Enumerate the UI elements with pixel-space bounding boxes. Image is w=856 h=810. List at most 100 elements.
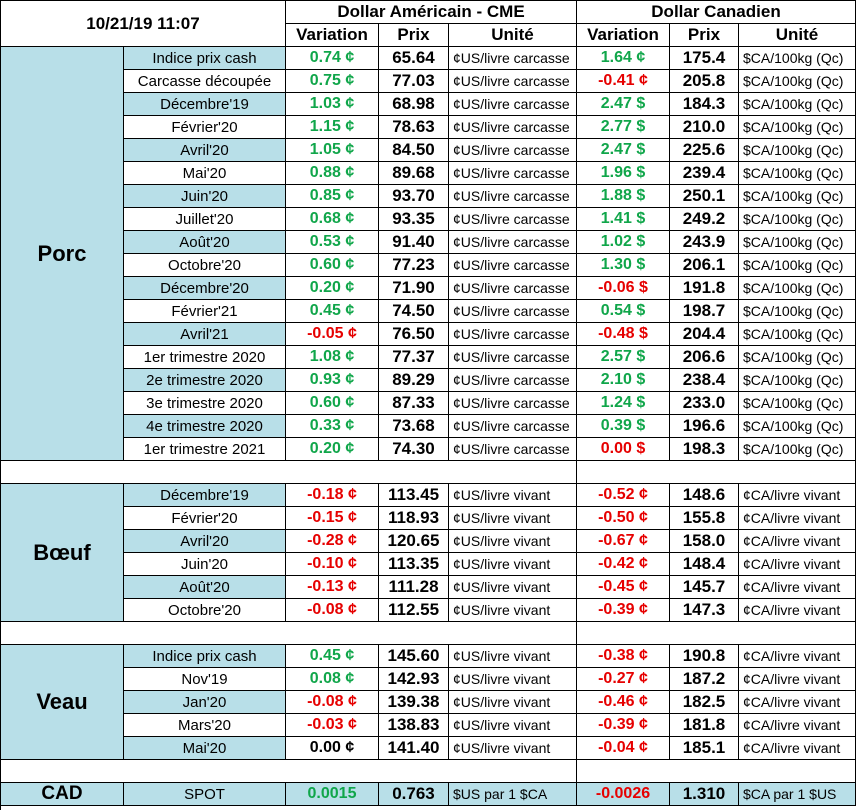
cad-unit: $CA/100kg (Qc): [739, 415, 856, 438]
usd-unit: ¢US/livre carcasse: [449, 93, 577, 116]
cad-unit: $CA/100kg (Qc): [739, 70, 856, 93]
usd-spot-price: 0.763: [379, 783, 449, 806]
row-label: Nov'19: [124, 668, 286, 691]
cad-spot-variation: -0.0026: [577, 783, 670, 806]
cad-variation: -0.06 $: [577, 277, 670, 300]
usd-price: 113.35: [379, 553, 449, 576]
cad-variation: 1.96 $: [577, 162, 670, 185]
usd-price: 87.33: [379, 392, 449, 415]
cad-price: 196.6: [670, 415, 739, 438]
usd-price: 145.60: [379, 645, 449, 668]
cad-unit: $CA/100kg (Qc): [739, 162, 856, 185]
row-label: Juin'20: [124, 185, 286, 208]
usd-unit: ¢US/livre carcasse: [449, 70, 577, 93]
cad-price: 191.8: [670, 277, 739, 300]
row-label: Indice prix cash: [124, 645, 286, 668]
usd-price: 141.40: [379, 737, 449, 760]
row-label: Carcasse découpée: [124, 70, 286, 93]
usd-variation: 0.74 ¢: [286, 47, 379, 70]
row-label: Décembre'19: [124, 484, 286, 507]
usd-variation: -0.10 ¢: [286, 553, 379, 576]
usd-variation: -0.15 ¢: [286, 507, 379, 530]
usd-unit: ¢US/livre carcasse: [449, 438, 577, 461]
usd-unit: ¢US/livre vivant: [449, 691, 577, 714]
cad-variation: -0.41 ¢: [577, 70, 670, 93]
cad-spot-unit: $CA par 1 $US: [739, 783, 856, 806]
usd-unit: ¢US/livre vivant: [449, 507, 577, 530]
cad-price: 181.8: [670, 714, 739, 737]
usd-price: 76.50: [379, 323, 449, 346]
cad-unit: ¢CA/livre vivant: [739, 645, 856, 668]
cad-price: 210.0: [670, 116, 739, 139]
usd-unit: ¢US/livre carcasse: [449, 323, 577, 346]
usd-unit: ¢US/livre carcasse: [449, 47, 577, 70]
usd-unit: ¢US/livre carcasse: [449, 346, 577, 369]
cad-variation: -0.45 ¢: [577, 576, 670, 599]
usd-variation: -0.03 ¢: [286, 714, 379, 737]
row-label: Mars'20: [124, 714, 286, 737]
usd-variation: 0.33 ¢: [286, 415, 379, 438]
usd-variation: 1.15 ¢: [286, 116, 379, 139]
cad-variation: 0.54 $: [577, 300, 670, 323]
usd-price: 74.50: [379, 300, 449, 323]
row-label: Août'20: [124, 576, 286, 599]
usd-unit: ¢US/livre carcasse: [449, 116, 577, 139]
usd-price: 113.45: [379, 484, 449, 507]
cad-variation: -0.39 ¢: [577, 714, 670, 737]
cad-variation: 2.47 $: [577, 139, 670, 162]
cad-variation: 1.24 $: [577, 392, 670, 415]
cad-unit: $CA/100kg (Qc): [739, 392, 856, 415]
usd-variation: 0.88 ¢: [286, 162, 379, 185]
cad-variation: -0.48 $: [577, 323, 670, 346]
usd-variation: 0.08 ¢: [286, 668, 379, 691]
row-label: Octobre'20: [124, 599, 286, 622]
usd-variation: 0.75 ¢: [286, 70, 379, 93]
usd-price: 118.93: [379, 507, 449, 530]
cad-price: 249.2: [670, 208, 739, 231]
usd-unit: ¢US/livre carcasse: [449, 208, 577, 231]
cad-variation: -0.27 ¢: [577, 668, 670, 691]
cad-unit: $CA/100kg (Qc): [739, 185, 856, 208]
cad-unit: $CA/100kg (Qc): [739, 47, 856, 70]
usd-variation: 1.08 ¢: [286, 346, 379, 369]
cad-variation: -0.39 ¢: [577, 599, 670, 622]
section-name: Bœuf: [1, 484, 124, 622]
cad-unit: $CA/100kg (Qc): [739, 254, 856, 277]
cad-price: 175.4: [670, 47, 739, 70]
cad-variation: 1.41 $: [577, 208, 670, 231]
usd-unit: ¢US/livre vivant: [449, 714, 577, 737]
cad-price: 187.2: [670, 668, 739, 691]
cad-price: 148.4: [670, 553, 739, 576]
usd-price: 89.29: [379, 369, 449, 392]
row-label: Juin'20: [124, 553, 286, 576]
cad-col-unite: Unité: [739, 24, 856, 47]
usd-variation: -0.05 ¢: [286, 323, 379, 346]
row-label: Avril'20: [124, 530, 286, 553]
row-label: 3e trimestre 2020: [124, 392, 286, 415]
usd-price: 77.03: [379, 70, 449, 93]
cad-price: 206.1: [670, 254, 739, 277]
cad-unit: ¢CA/livre vivant: [739, 553, 856, 576]
cad-unit: ¢CA/livre vivant: [739, 691, 856, 714]
usd-price: 65.64: [379, 47, 449, 70]
cad-price: 204.4: [670, 323, 739, 346]
cad-variation: -0.04 ¢: [577, 737, 670, 760]
usd-price: 68.98: [379, 93, 449, 116]
cad-unit: ¢CA/livre vivant: [739, 668, 856, 691]
cad-unit: $CA/100kg (Qc): [739, 208, 856, 231]
spot-label: SPOT: [124, 783, 286, 806]
cad-unit: ¢CA/livre vivant: [739, 737, 856, 760]
usd-price: 71.90: [379, 277, 449, 300]
usd-unit: ¢US/livre carcasse: [449, 139, 577, 162]
cad-variation: 1.64 ¢: [577, 47, 670, 70]
row-label: 1er trimestre 2020: [124, 346, 286, 369]
row-label: 4e trimestre 2020: [124, 415, 286, 438]
usd-price: 142.93: [379, 668, 449, 691]
spacer-row: [1, 622, 577, 645]
row-label: Août'20: [124, 231, 286, 254]
row-label: 2e trimestre 2020: [124, 369, 286, 392]
usd-unit: ¢US/livre vivant: [449, 668, 577, 691]
cad-price: 185.1: [670, 737, 739, 760]
cad-price: 239.4: [670, 162, 739, 185]
